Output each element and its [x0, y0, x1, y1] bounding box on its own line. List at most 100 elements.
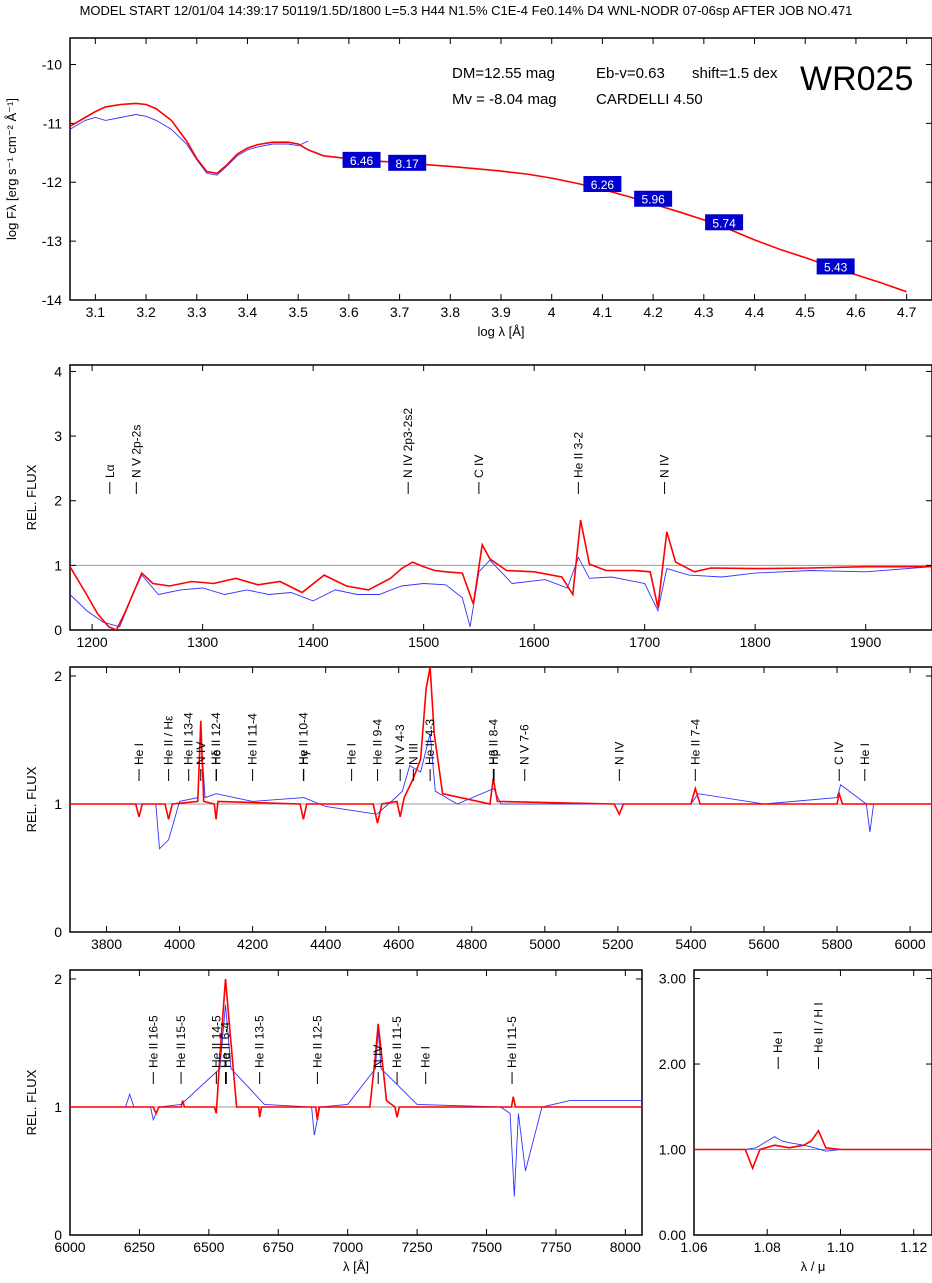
- model-spectrum-line: [70, 102, 907, 293]
- line-id-label: He II 4-3: [423, 719, 437, 765]
- photometry-box: [342, 151, 381, 168]
- y-tick-label: 1: [54, 796, 62, 812]
- line-id-label: He II 13-5: [253, 1015, 267, 1068]
- y-tick-label: -11: [43, 115, 62, 131]
- line-id-label: He II / H I: [811, 1002, 825, 1053]
- y-tick-label: 2.00: [659, 1056, 686, 1072]
- photometry-magnitude: 5.96: [641, 193, 665, 207]
- line-id-label: Hβ: [487, 749, 501, 765]
- photometry-magnitude: 5.43: [824, 260, 848, 274]
- x-tick-label: 5200: [602, 936, 633, 952]
- x-tick-label: 1700: [629, 634, 660, 650]
- photometry-box: [634, 190, 673, 207]
- plot-frame: [69, 364, 932, 631]
- line-id-label: He II 13-4: [182, 712, 196, 765]
- x-tick-label: 6250: [124, 1239, 155, 1255]
- line-id-label: He II 11-5: [390, 1016, 404, 1068]
- y-tick-label: 4: [54, 363, 62, 379]
- line-id-label: N V 7-6: [518, 724, 532, 765]
- y-tick-label: -14: [42, 292, 62, 308]
- line-id-label: He II 11-4: [246, 713, 260, 765]
- model-spectrum-line: [70, 519, 932, 630]
- y-tick-label: 1: [54, 557, 62, 573]
- x-tick-label: 3.3: [187, 304, 207, 320]
- color-excess: Eb-v=0.63: [596, 65, 665, 82]
- line-id-label: N IV: [371, 1045, 385, 1068]
- line-id-label: He II 9-4: [371, 719, 385, 765]
- model-spectrum-line: [70, 978, 642, 1120]
- line-id-label: N V 2p-2s: [129, 425, 143, 478]
- x-tick-label: 6000: [895, 936, 926, 952]
- photometry-box: [705, 214, 744, 231]
- line-id-label: He II / Hε: [162, 715, 176, 765]
- line-id-label: C IV: [832, 742, 846, 765]
- line-id-label: N IV: [658, 455, 672, 478]
- sed-panel: 3.1 3.2 3.3 3.4 3.5 3.6 3.7 3.8 3.9 4 4.1 4.2 4.3 4.4…: [4, 37, 932, 339]
- star-name: WR025: [800, 60, 913, 98]
- x-tick-label: 1.12: [900, 1239, 927, 1255]
- x-tick-label: 4.7: [897, 304, 917, 320]
- photometry-magnitude: 5.74: [712, 216, 736, 230]
- model-spectrum-line: [694, 1129, 932, 1171]
- x-tick-label: 3.2: [136, 304, 156, 320]
- red-optical-panel: 6000 6250 6500 6750 7000 7250 7500 7750 8000 0 1 2 R…: [24, 969, 643, 1274]
- x-tick-label: 4.1: [593, 304, 613, 320]
- line-id-label: He II 12-4: [209, 712, 223, 765]
- y-axis-label: REL. FLUX: [24, 464, 39, 530]
- x-tick-label: 1300: [187, 634, 218, 650]
- line-id-label: N III: [406, 743, 420, 765]
- x-tick-label: 6000: [54, 1239, 85, 1255]
- x-tick-label: 5000: [529, 936, 560, 952]
- line-id-label: N IV 2p3-2s2: [401, 408, 415, 478]
- x-tick-label: 5400: [675, 936, 706, 952]
- x-tick-label: 4200: [237, 936, 268, 952]
- x-tick-label: 3.8: [441, 304, 461, 320]
- photometry-box: [583, 176, 622, 193]
- line-id-label: He II 3-2: [571, 432, 585, 478]
- x-tick-label: 4800: [456, 936, 487, 952]
- x-tick-label: 3.5: [288, 304, 308, 320]
- x-tick-label: 4.2: [643, 304, 663, 320]
- observed-spectrum-line: [694, 1136, 932, 1152]
- y-tick-label: -13: [42, 233, 62, 249]
- flux-shift: shift=1.5 dex: [692, 65, 778, 82]
- line-id-label: He II 8-4: [486, 719, 500, 765]
- x-tick-label: 1200: [77, 634, 108, 650]
- x-tick-label: 1900: [850, 634, 881, 650]
- x-tick-label: 1800: [740, 634, 771, 650]
- photometry-box: [816, 258, 855, 275]
- line-id-label: Lα: [103, 464, 117, 478]
- x-tick-label: 7500: [471, 1239, 502, 1255]
- y-axis-label: REL. FLUX: [24, 766, 39, 832]
- line-id-label: N IV: [612, 742, 626, 765]
- x-tick-label: 7250: [402, 1239, 433, 1255]
- x-tick-label: 3800: [91, 936, 122, 952]
- line-id-label: Hα: [219, 1052, 233, 1068]
- plot-frame: [69, 969, 643, 1236]
- x-tick-label: 3.1: [86, 304, 106, 320]
- x-tick-label: 4: [548, 304, 556, 320]
- x-tick-label: 1600: [519, 634, 550, 650]
- x-tick-label: 1.06: [680, 1239, 707, 1255]
- distance-modulus: DM=12.55 mag: [452, 65, 555, 82]
- x-tick-label: 4.5: [796, 304, 816, 320]
- absolute-magnitude: Mv = -8.04 mag: [452, 91, 557, 108]
- line-id-label: C IV: [472, 455, 486, 478]
- photometry-magnitude: 6.46: [350, 154, 374, 168]
- y-tick-label: -10: [42, 56, 62, 72]
- plot-frame: [69, 666, 932, 933]
- x-tick-label: 4.6: [846, 304, 866, 320]
- line-id-label: He I: [345, 743, 359, 765]
- y-tick-label: 3.00: [659, 971, 686, 987]
- line-id-label: He II 16-5: [146, 1015, 160, 1068]
- x-axis-label: log λ [Å]: [478, 324, 525, 339]
- line-id-label: He II 15-5: [174, 1015, 188, 1068]
- model-header: MODEL START 12/01/04 14:39:17 50119/1.5D…: [79, 3, 853, 18]
- x-tick-label: 3.6: [339, 304, 359, 320]
- line-id-label: He II 6-4: [218, 1022, 232, 1068]
- photometry-magnitude: 6.26: [591, 178, 615, 192]
- x-tick-label: 1500: [408, 634, 439, 650]
- x-tick-label: 6750: [263, 1239, 294, 1255]
- y-tick-label: 2: [54, 493, 62, 509]
- x-tick-label: 6500: [193, 1239, 224, 1255]
